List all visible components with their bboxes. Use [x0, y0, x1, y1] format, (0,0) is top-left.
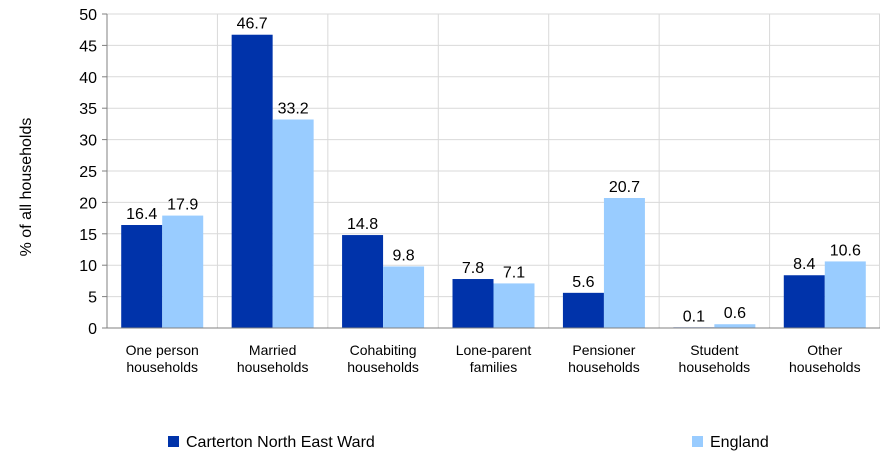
y-tick-label: 10: [79, 258, 97, 275]
y-tick-label: 30: [79, 133, 97, 150]
data-label: 5.6: [572, 274, 594, 291]
x-category-label: households: [347, 359, 419, 375]
bar: [121, 225, 163, 328]
y-tick-label: 35: [79, 101, 97, 118]
bar: [493, 283, 535, 328]
data-label: 8.4: [793, 256, 815, 273]
data-label: 9.8: [392, 247, 414, 264]
legend-label: England: [710, 434, 769, 451]
data-label: 0.1: [683, 308, 705, 325]
x-category-label: households: [237, 359, 309, 375]
x-category-label: Other: [807, 342, 842, 358]
y-tick-label: 5: [88, 290, 97, 307]
data-label: 33.2: [278, 101, 309, 118]
data-label: 7.1: [503, 264, 525, 281]
data-label: 10.6: [830, 242, 861, 259]
data-labels: 16.4 17.9 46.7 33.2 14.8 9.8 7.8 7.1 5.6 20.7 0.1 0…: [126, 16, 861, 326]
y-axis-title: % of all households: [18, 118, 35, 257]
x-category-label: One person: [126, 342, 199, 358]
bar: [714, 324, 756, 328]
legend: Carterton North East Ward England: [168, 434, 769, 451]
y-tick-label: 40: [79, 70, 97, 87]
bar: [824, 261, 866, 328]
data-label: 0.6: [724, 305, 746, 322]
bar: [783, 275, 825, 328]
legend-swatch: [692, 436, 703, 447]
data-label: 7.8: [462, 260, 484, 277]
bar: [452, 279, 494, 328]
y-tick-label: 20: [79, 195, 97, 212]
bar: [162, 215, 204, 328]
legend-label: Carterton North East Ward: [186, 434, 375, 451]
data-label: 46.7: [237, 16, 268, 33]
y-tick-label: 0: [88, 321, 97, 338]
bars: [121, 34, 866, 328]
x-category-label: households: [789, 359, 861, 375]
x-category-label: Lone-parent: [456, 342, 532, 358]
y-tick-label: 25: [79, 164, 97, 181]
x-category-label: households: [126, 359, 198, 375]
y-tick-label: 45: [79, 38, 97, 55]
y-axis: 0 5 10 15 20 25 30 35 40 45 50: [79, 7, 108, 338]
bar: [603, 198, 645, 328]
y-tick-label: 50: [79, 7, 97, 24]
y-tick-label: 15: [79, 227, 97, 244]
bar: [231, 34, 273, 328]
data-label: 20.7: [609, 179, 640, 196]
x-category-label: families: [470, 359, 517, 375]
x-category-label: households: [568, 359, 640, 375]
x-category-label: Student: [690, 342, 738, 358]
x-category-label: Cohabiting: [350, 342, 417, 358]
legend-swatch: [168, 436, 179, 447]
x-axis: One personhouseholdsMarriedhouseholdsCoh…: [107, 327, 880, 375]
bar: [272, 119, 314, 328]
data-label: 17.9: [167, 197, 198, 214]
bar: [342, 235, 384, 328]
x-category-label: Pensioner: [572, 342, 635, 358]
data-label: 16.4: [126, 206, 157, 223]
x-category-label: households: [679, 359, 751, 375]
bar: [383, 266, 425, 328]
x-category-label: Married: [249, 342, 296, 358]
bar: [562, 292, 604, 328]
data-label: 14.8: [347, 216, 378, 233]
